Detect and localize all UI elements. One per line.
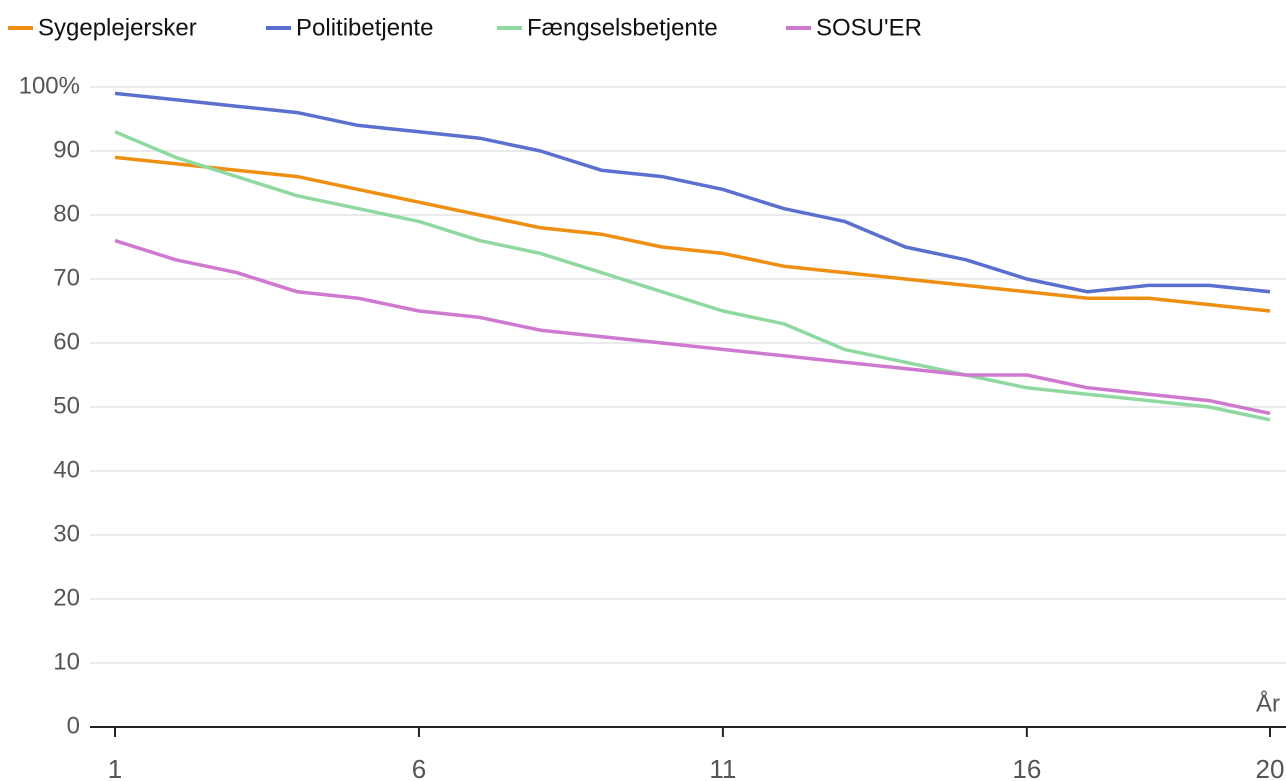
legend-label: Fængselsbetjente xyxy=(527,14,718,41)
legend-label: Politibetjente xyxy=(296,14,433,41)
series-line xyxy=(114,155,1271,313)
x-tick-label: 16 xyxy=(1012,754,1041,781)
legend-label: SOSU'ER xyxy=(816,14,922,41)
y-tick-label: 30 xyxy=(53,520,80,547)
series-line xyxy=(114,130,1271,422)
x-axis-label: År xyxy=(1256,689,1280,717)
x-tick-label: 1 xyxy=(108,754,122,781)
y-tick-label: 70 xyxy=(53,264,80,291)
y-tick-label: 80 xyxy=(53,200,80,227)
x-tick-label: 20 xyxy=(1256,754,1285,781)
y-tick-label: 90 xyxy=(53,136,80,163)
y-tick-label: 0 xyxy=(67,712,80,739)
y-tick-label: 100% xyxy=(19,72,80,99)
x-tick-label: 6 xyxy=(412,754,426,781)
y-tick-label: 50 xyxy=(53,392,80,419)
y-tick-label: 60 xyxy=(53,328,80,355)
y-tick-label: 10 xyxy=(53,648,80,675)
x-tick-label: 11 xyxy=(709,754,736,781)
y-tick-label: 20 xyxy=(53,584,80,611)
series-line xyxy=(114,91,1271,294)
y-tick-label: 40 xyxy=(53,456,80,483)
legend-label: Sygeplejersker xyxy=(38,14,197,41)
series-line xyxy=(114,238,1271,416)
